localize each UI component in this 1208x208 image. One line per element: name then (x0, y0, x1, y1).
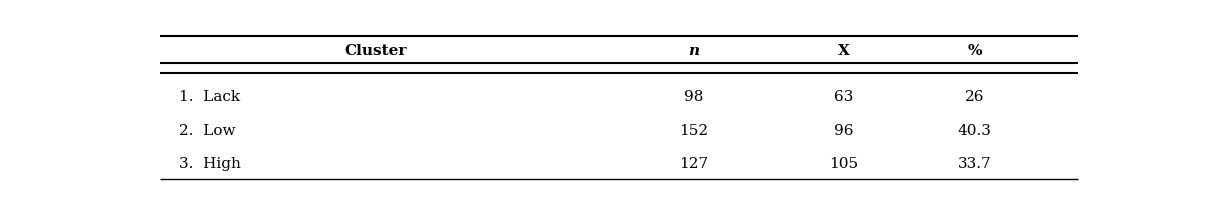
Text: 33.7: 33.7 (958, 157, 992, 171)
Text: 40.3: 40.3 (958, 124, 992, 138)
Text: n: n (689, 44, 699, 58)
Text: 2.  Low: 2. Low (179, 124, 236, 138)
Text: 96: 96 (834, 124, 854, 138)
Text: 26: 26 (965, 90, 985, 104)
Text: 1.  Lack: 1. Lack (179, 90, 240, 104)
Text: 98: 98 (684, 90, 704, 104)
Text: 152: 152 (679, 124, 709, 138)
Text: 3.  High: 3. High (179, 157, 240, 171)
Text: X: X (838, 44, 849, 58)
Text: 105: 105 (829, 157, 859, 171)
Text: 127: 127 (679, 157, 709, 171)
Text: 63: 63 (834, 90, 854, 104)
Text: Cluster: Cluster (344, 44, 407, 58)
Text: %: % (968, 44, 982, 58)
